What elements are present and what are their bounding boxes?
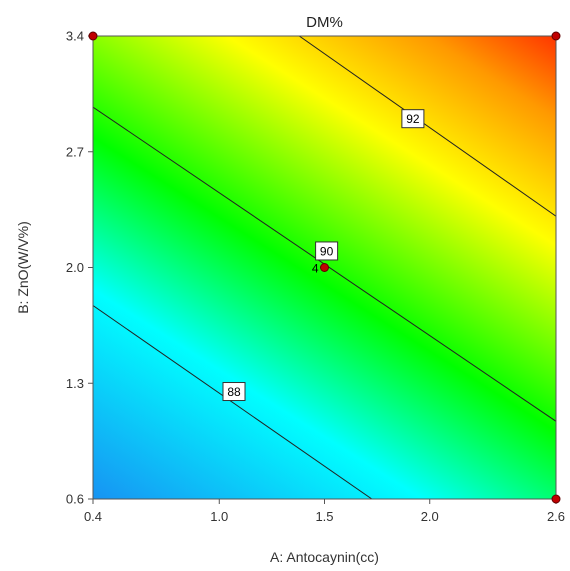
- design-point: [320, 263, 329, 272]
- contour-line-92: [298, 36, 556, 217]
- x-tick-label: 1.5: [315, 509, 333, 524]
- contour-line-88: [93, 305, 373, 499]
- design-point-label: 4: [312, 262, 319, 276]
- x-tick-label: 0.4: [84, 509, 102, 524]
- contour-label-90: 90: [315, 241, 339, 261]
- x-tick-label: 1.0: [210, 509, 228, 524]
- design-point: [88, 31, 98, 41]
- x-tick-label: 2.6: [547, 509, 565, 524]
- contour-label-box: [222, 382, 246, 402]
- contour-label-text: 88: [227, 385, 241, 399]
- design-points: 4: [88, 31, 561, 504]
- contour-labels: 88 90 92: [222, 109, 425, 402]
- contour-label-box: [401, 109, 425, 129]
- y-tick-label: 0.6: [66, 492, 84, 507]
- contour-label-92: 92: [401, 109, 425, 129]
- y-tick-label: 2.0: [66, 260, 84, 275]
- x-tick-label: 2.0: [421, 509, 439, 524]
- chart-title: DM%: [306, 14, 343, 31]
- contour-label-text: 90: [320, 244, 334, 258]
- y-tick-label: 2.7: [66, 144, 84, 159]
- x-axis: 0.4 1.0 1.5 2.0 2.6: [84, 499, 565, 524]
- y-axis: 0.6 1.3 2.0 2.7 3.4: [66, 29, 93, 507]
- contour-label-box: [315, 241, 339, 261]
- design-point: [551, 494, 561, 504]
- contour-label-88: 88: [222, 382, 246, 402]
- y-axis-title: B: ZnO(W/V%): [15, 221, 31, 314]
- y-tick-label: 3.4: [66, 29, 84, 44]
- x-axis-title: A: Antocaynin(cc): [270, 549, 379, 565]
- design-point: [551, 31, 561, 41]
- contour-label-text: 92: [406, 112, 420, 126]
- y-tick-label: 1.3: [66, 376, 84, 391]
